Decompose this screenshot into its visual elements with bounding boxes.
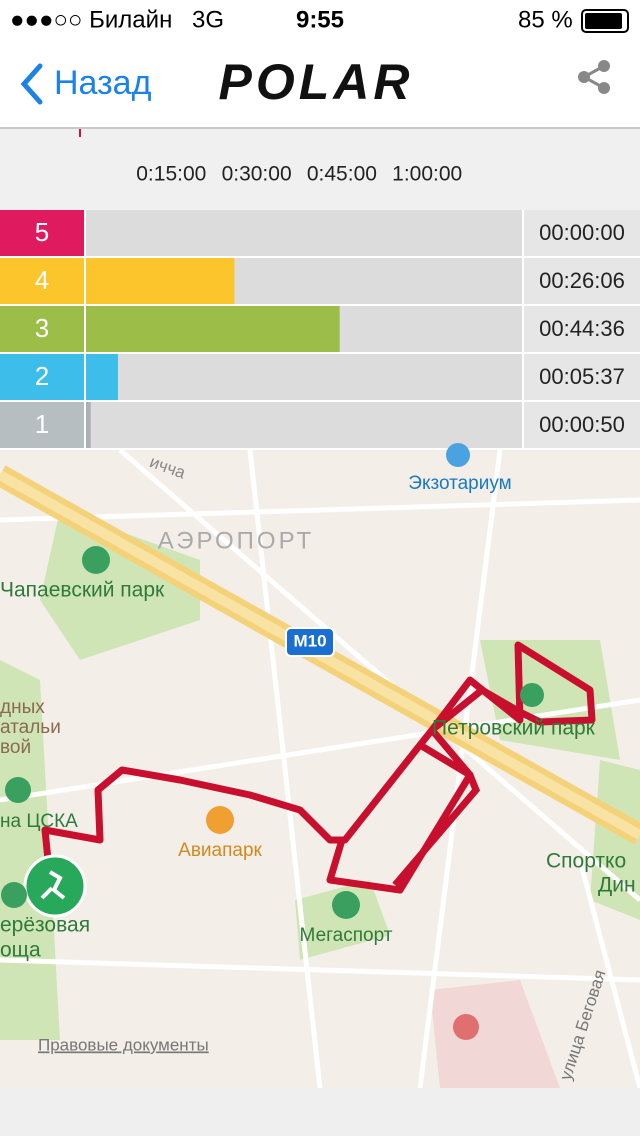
map-label: дных xyxy=(0,697,45,718)
zone-label: 5 xyxy=(35,217,49,247)
zone-cell xyxy=(0,306,84,352)
bar xyxy=(86,306,340,352)
zone-time: 00:00:50 xyxy=(539,412,625,437)
map-label: Петровский парк xyxy=(432,717,596,740)
bar xyxy=(86,354,118,400)
map-label: ерёзовая xyxy=(0,914,90,937)
bar-track xyxy=(86,354,522,400)
map xyxy=(0,443,640,1089)
map-label: M10 xyxy=(293,631,326,650)
x-tick-label: 0:15:00 xyxy=(136,163,206,186)
zone-label: 1 xyxy=(35,409,49,439)
battery-icon xyxy=(581,9,629,33)
time-cell xyxy=(524,306,640,352)
legal-link[interactable]: Правовые документы xyxy=(38,1035,209,1054)
zone-time: 00:44:36 xyxy=(539,316,625,341)
battery-level: 85 % xyxy=(518,6,573,33)
timeline-axis xyxy=(0,129,640,210)
bar xyxy=(86,402,91,448)
map-label: Дин xyxy=(598,874,636,897)
network: 3G xyxy=(192,6,224,33)
bar-track xyxy=(86,210,522,256)
bottom-bar xyxy=(0,1088,640,1136)
x-tick-label: 1:00:00 xyxy=(392,163,462,186)
share-icon[interactable] xyxy=(578,60,610,94)
zone-time: 00:00:00 xyxy=(539,220,625,245)
time-cell xyxy=(524,210,640,256)
polar-logo: POLAR xyxy=(219,54,414,110)
map-label: Спортко xyxy=(546,850,626,873)
map-label: на ЦСКА xyxy=(0,811,78,832)
battery-fill xyxy=(585,13,622,29)
map-label: АЭРОПОРТ xyxy=(158,527,314,554)
zone-label: 2 xyxy=(35,361,49,391)
back-button[interactable]: Назад xyxy=(54,64,152,102)
map-label: Мегаспорт xyxy=(300,925,393,946)
map-label: Экзотариум xyxy=(408,473,511,494)
map-label: атальи xyxy=(0,717,61,738)
map-label: оща xyxy=(0,939,41,962)
back-chevron[interactable] xyxy=(20,63,43,105)
zone-label: 3 xyxy=(35,313,49,343)
bar-track xyxy=(86,402,522,448)
map-labels: Экзотариум АЭРОПОРТ Чапаевский парк M10 … xyxy=(0,452,636,1083)
bar xyxy=(86,258,235,304)
time-cell xyxy=(524,258,640,304)
x-tick-label: 0:30:00 xyxy=(222,163,292,186)
clock: 9:55 xyxy=(296,6,344,33)
x-tick-label: 0:45:00 xyxy=(307,163,377,186)
zone-cell xyxy=(0,402,84,448)
time-cell xyxy=(524,402,640,448)
map-label: вой xyxy=(0,737,31,758)
zone-label: 4 xyxy=(35,265,49,295)
zone-cell xyxy=(0,210,84,256)
carrier: ●●●○○ Билайн xyxy=(10,6,172,33)
map-label: Авиапарк xyxy=(178,840,262,861)
status-bar xyxy=(0,0,640,40)
zone-time: 00:26:06 xyxy=(539,268,625,293)
zone-cell xyxy=(0,258,84,304)
zone-chart: 0:15:00 0:30:00 0:45:00 1:00:00 5 00:00:00 4 00… xyxy=(0,163,640,448)
map-label: Чапаевский парк xyxy=(0,579,165,602)
zone-time: 00:05:37 xyxy=(539,364,625,389)
zone-cell xyxy=(0,354,84,400)
time-cell xyxy=(524,354,640,400)
